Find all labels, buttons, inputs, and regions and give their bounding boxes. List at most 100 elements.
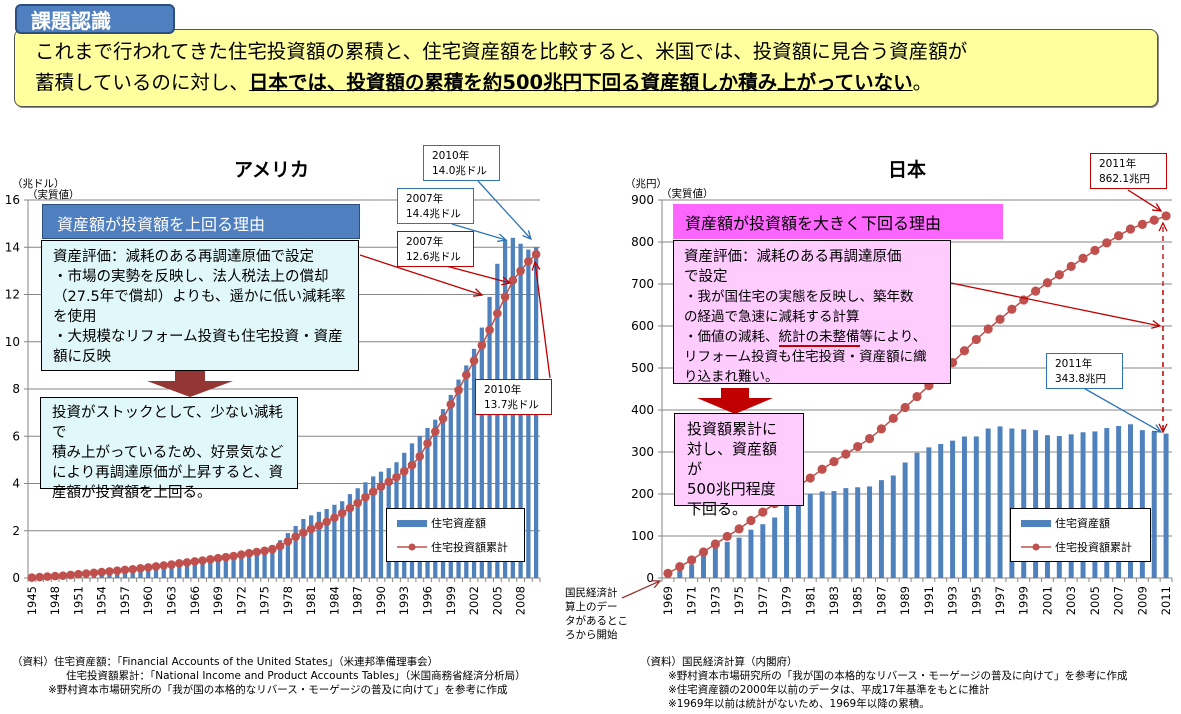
us-reason-line: （27.5年で償却）よりも、遥かに低い減耗率 <box>53 289 346 305</box>
x-tick-label: 1996 <box>421 586 435 615</box>
bar-housing-asset <box>760 524 766 578</box>
point-cumulative-investment <box>746 515 756 526</box>
bar-housing-asset <box>208 559 213 578</box>
y-tick-label: 0 <box>646 571 654 585</box>
bar-housing-asset <box>215 558 221 578</box>
bar-housing-asset <box>301 518 306 578</box>
x-tick-label: 1973 <box>708 586 722 615</box>
x-tick-label: 1945 <box>25 586 39 615</box>
bar-housing-asset <box>254 549 259 578</box>
legend-bar-swatch-icon <box>397 519 427 527</box>
point-cumulative-investment <box>407 460 417 470</box>
bar-housing-asset <box>130 569 135 578</box>
reason-arrow-head <box>1151 320 1162 329</box>
callout-year: 2010年 <box>484 384 522 396</box>
bar-housing-asset <box>200 560 205 578</box>
source-line: （資料）住宅資産額：「Financial Accounts of the Uni… <box>12 656 439 668</box>
bar-housing-asset <box>378 471 384 578</box>
y-tick-label: 6 <box>12 429 20 443</box>
bar-housing-asset <box>890 475 896 578</box>
point-cumulative-investment <box>143 563 153 572</box>
x-tick-label: 1997 <box>993 586 1007 615</box>
bar-housing-asset <box>1044 435 1050 578</box>
x-tick-label: 2009 <box>1135 586 1149 615</box>
callout-arrow-head <box>497 233 508 243</box>
x-tick-label: 1954 <box>95 586 109 615</box>
x-tick-label: 1969 <box>211 586 225 615</box>
bar-housing-asset <box>1151 431 1157 578</box>
bar-housing-asset <box>464 365 469 578</box>
start-note-arrow <box>621 580 661 599</box>
us-sources: （資料）住宅資産額：「Financial Accounts of the Uni… <box>12 655 526 697</box>
bar-housing-asset <box>795 502 801 578</box>
point-cumulative-investment <box>206 555 215 564</box>
callout-arrow <box>451 223 507 241</box>
legend-line-marker-icon <box>1021 543 1051 551</box>
bar-housing-asset <box>819 491 825 578</box>
point-cumulative-investment <box>983 324 993 334</box>
point-cumulative-investment <box>174 559 184 568</box>
source-line: 住宅投資額累計：「National Income and Product Acc… <box>66 670 526 682</box>
bar-housing-asset <box>456 379 461 578</box>
point-cumulative-investment <box>283 537 293 546</box>
summary-line-2-end: 。 <box>912 71 933 94</box>
point-cumulative-investment <box>675 562 685 572</box>
point-cumulative-investment <box>244 548 254 558</box>
x-tick-label: 1993 <box>397 586 411 615</box>
x-tick-label: 1995 <box>969 586 983 615</box>
point-cumulative-investment <box>368 487 378 497</box>
bar-housing-asset <box>309 515 314 578</box>
us-down-arrow-icon <box>145 371 235 397</box>
bar-housing-asset <box>701 556 707 578</box>
point-cumulative-investment <box>268 544 277 554</box>
bar-housing-asset <box>332 504 337 578</box>
y-tick-label: 16 <box>5 193 20 207</box>
callout-arrow-head <box>1151 424 1163 433</box>
bar-housing-asset <box>1009 428 1015 578</box>
bar-housing-asset <box>340 501 345 578</box>
legend-item-bar: 住宅資産額 <box>397 515 486 531</box>
bar-housing-asset <box>914 452 920 578</box>
legend-line-marker-icon <box>397 543 427 551</box>
bar-housing-asset <box>997 426 1003 578</box>
us-reason-line: 資産評価：減耗のある再調達原価で設定 <box>53 249 314 265</box>
callout-value: 13.7兆ドル <box>484 399 539 411</box>
x-tick-label: 2005 <box>490 586 504 615</box>
x-tick-label: 1991 <box>922 586 936 615</box>
us-legend: 住宅資産額 住宅投資額累計 <box>386 508 525 562</box>
y-tick-label: 2 <box>12 524 20 538</box>
x-tick-label: 1948 <box>48 586 62 615</box>
x-tick-label: 2002 <box>467 586 481 615</box>
us-reason-line: 額に反映 <box>53 349 111 365</box>
bar-housing-asset <box>471 348 477 578</box>
bar-housing-asset <box>736 537 742 578</box>
note-line: ろから開始 <box>565 629 618 641</box>
callout-year: 2011年 <box>1055 358 1093 370</box>
bar-housing-asset <box>153 566 159 578</box>
x-tick-label: 1957 <box>118 586 132 615</box>
callout-arrow-head <box>1151 203 1163 212</box>
point-cumulative-investment <box>1102 238 1112 248</box>
point-cumulative-investment <box>663 568 673 578</box>
point-cumulative-investment <box>167 560 176 569</box>
bar-housing-asset <box>371 476 376 578</box>
bar-housing-asset <box>239 554 244 578</box>
point-cumulative-investment <box>27 573 37 582</box>
point-cumulative-investment <box>198 556 207 565</box>
japan-legend: 住宅資産額 住宅投資額累計 <box>1010 508 1151 562</box>
bar-housing-asset <box>1056 436 1062 578</box>
source-line: ※野村資本市場研究所の「我が国の本格的なリバース・モーゲージの普及に向けて」を参… <box>48 684 508 696</box>
callout-value: 14.4兆ドル <box>406 208 461 220</box>
bar-housing-asset <box>487 296 492 578</box>
point-cumulative-investment <box>74 569 83 579</box>
us-reason-box: 資産評価：減耗のある再調達原価で設定 ・市場の実勢を反映し、法人税法上の償却 （… <box>41 240 359 371</box>
point-cumulative-investment <box>182 558 192 567</box>
point-cumulative-investment <box>1137 219 1147 229</box>
japan-reason-title: 資産額が投資額を大きく下回る理由 <box>673 204 1003 239</box>
bar-housing-asset <box>285 533 291 578</box>
bar-housing-asset <box>807 494 813 578</box>
bar-housing-asset <box>363 482 368 578</box>
bar-housing-asset <box>1033 430 1039 578</box>
bar-housing-asset <box>950 440 956 578</box>
bar-housing-asset <box>417 436 422 578</box>
